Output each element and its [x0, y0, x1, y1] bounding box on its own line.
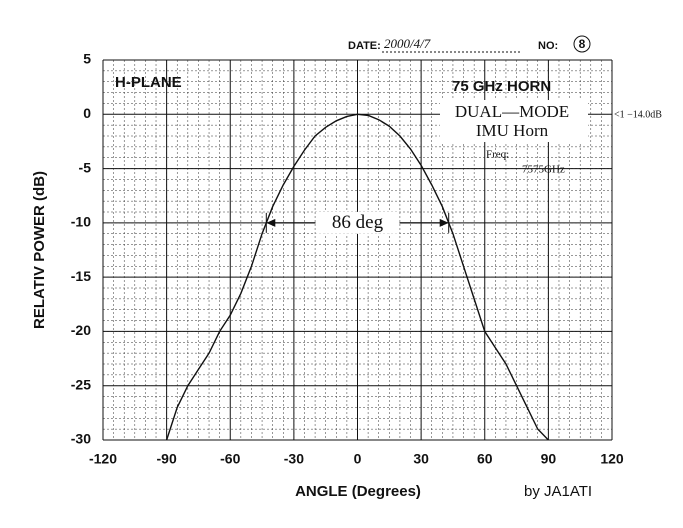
- beamwidth-label-bg: [315, 211, 400, 234]
- freq: 7575GHz: [522, 164, 565, 176]
- author: by JA1ATI: [524, 483, 592, 500]
- date: 2000/4/7: [384, 36, 431, 51]
- x-axis-label: ANGLE (Degrees): [295, 483, 421, 500]
- y-tick-label: -10: [71, 214, 91, 230]
- x-tick-label: -90: [157, 451, 177, 467]
- y-tick-label: -30: [71, 431, 91, 447]
- x-tick-label: 60: [477, 451, 493, 467]
- y-tick-label: 5: [83, 51, 91, 67]
- mode-label: DUAL—MODE: [455, 102, 569, 121]
- y-tick-label: -5: [79, 159, 92, 175]
- y-tick-label: -25: [71, 376, 91, 392]
- pattern-line: [165, 113, 549, 441]
- no: 8: [579, 37, 586, 51]
- y-tick-label: -20: [71, 322, 91, 338]
- x-tick-label: 120: [600, 451, 624, 467]
- plane-label: H-PLANE: [115, 74, 182, 91]
- y-tick-label: 0: [83, 105, 91, 121]
- horn-label: 75 GHz HORN: [452, 78, 551, 95]
- ann-box: [440, 100, 588, 142]
- name-label: IMU Horn: [476, 121, 549, 140]
- date-label: DATE:: [348, 40, 381, 52]
- peak-note: <1 −14.0dB: [614, 109, 662, 120]
- freq-label: Freq:: [486, 149, 509, 161]
- y-axis-label: RELATIV POWER (dB): [31, 171, 48, 329]
- no-circle: [573, 35, 591, 53]
- x-tick-label: -30: [284, 451, 304, 467]
- x-tick-label: 30: [413, 451, 429, 467]
- y-tick-label: -15: [71, 268, 91, 284]
- x-tick-label: 90: [541, 451, 557, 467]
- no-label: NO:: [538, 40, 558, 52]
- beamwidth-label: 86 deg: [332, 212, 384, 233]
- x-tick-label: 0: [354, 451, 362, 467]
- x-tick-label: -60: [220, 451, 240, 467]
- x-tick-label: -120: [89, 451, 117, 467]
